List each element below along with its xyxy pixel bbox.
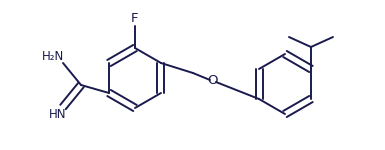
Text: O: O (208, 75, 218, 87)
Text: H₂N: H₂N (42, 50, 64, 63)
Text: F: F (131, 12, 139, 24)
Text: HN: HN (49, 108, 67, 120)
